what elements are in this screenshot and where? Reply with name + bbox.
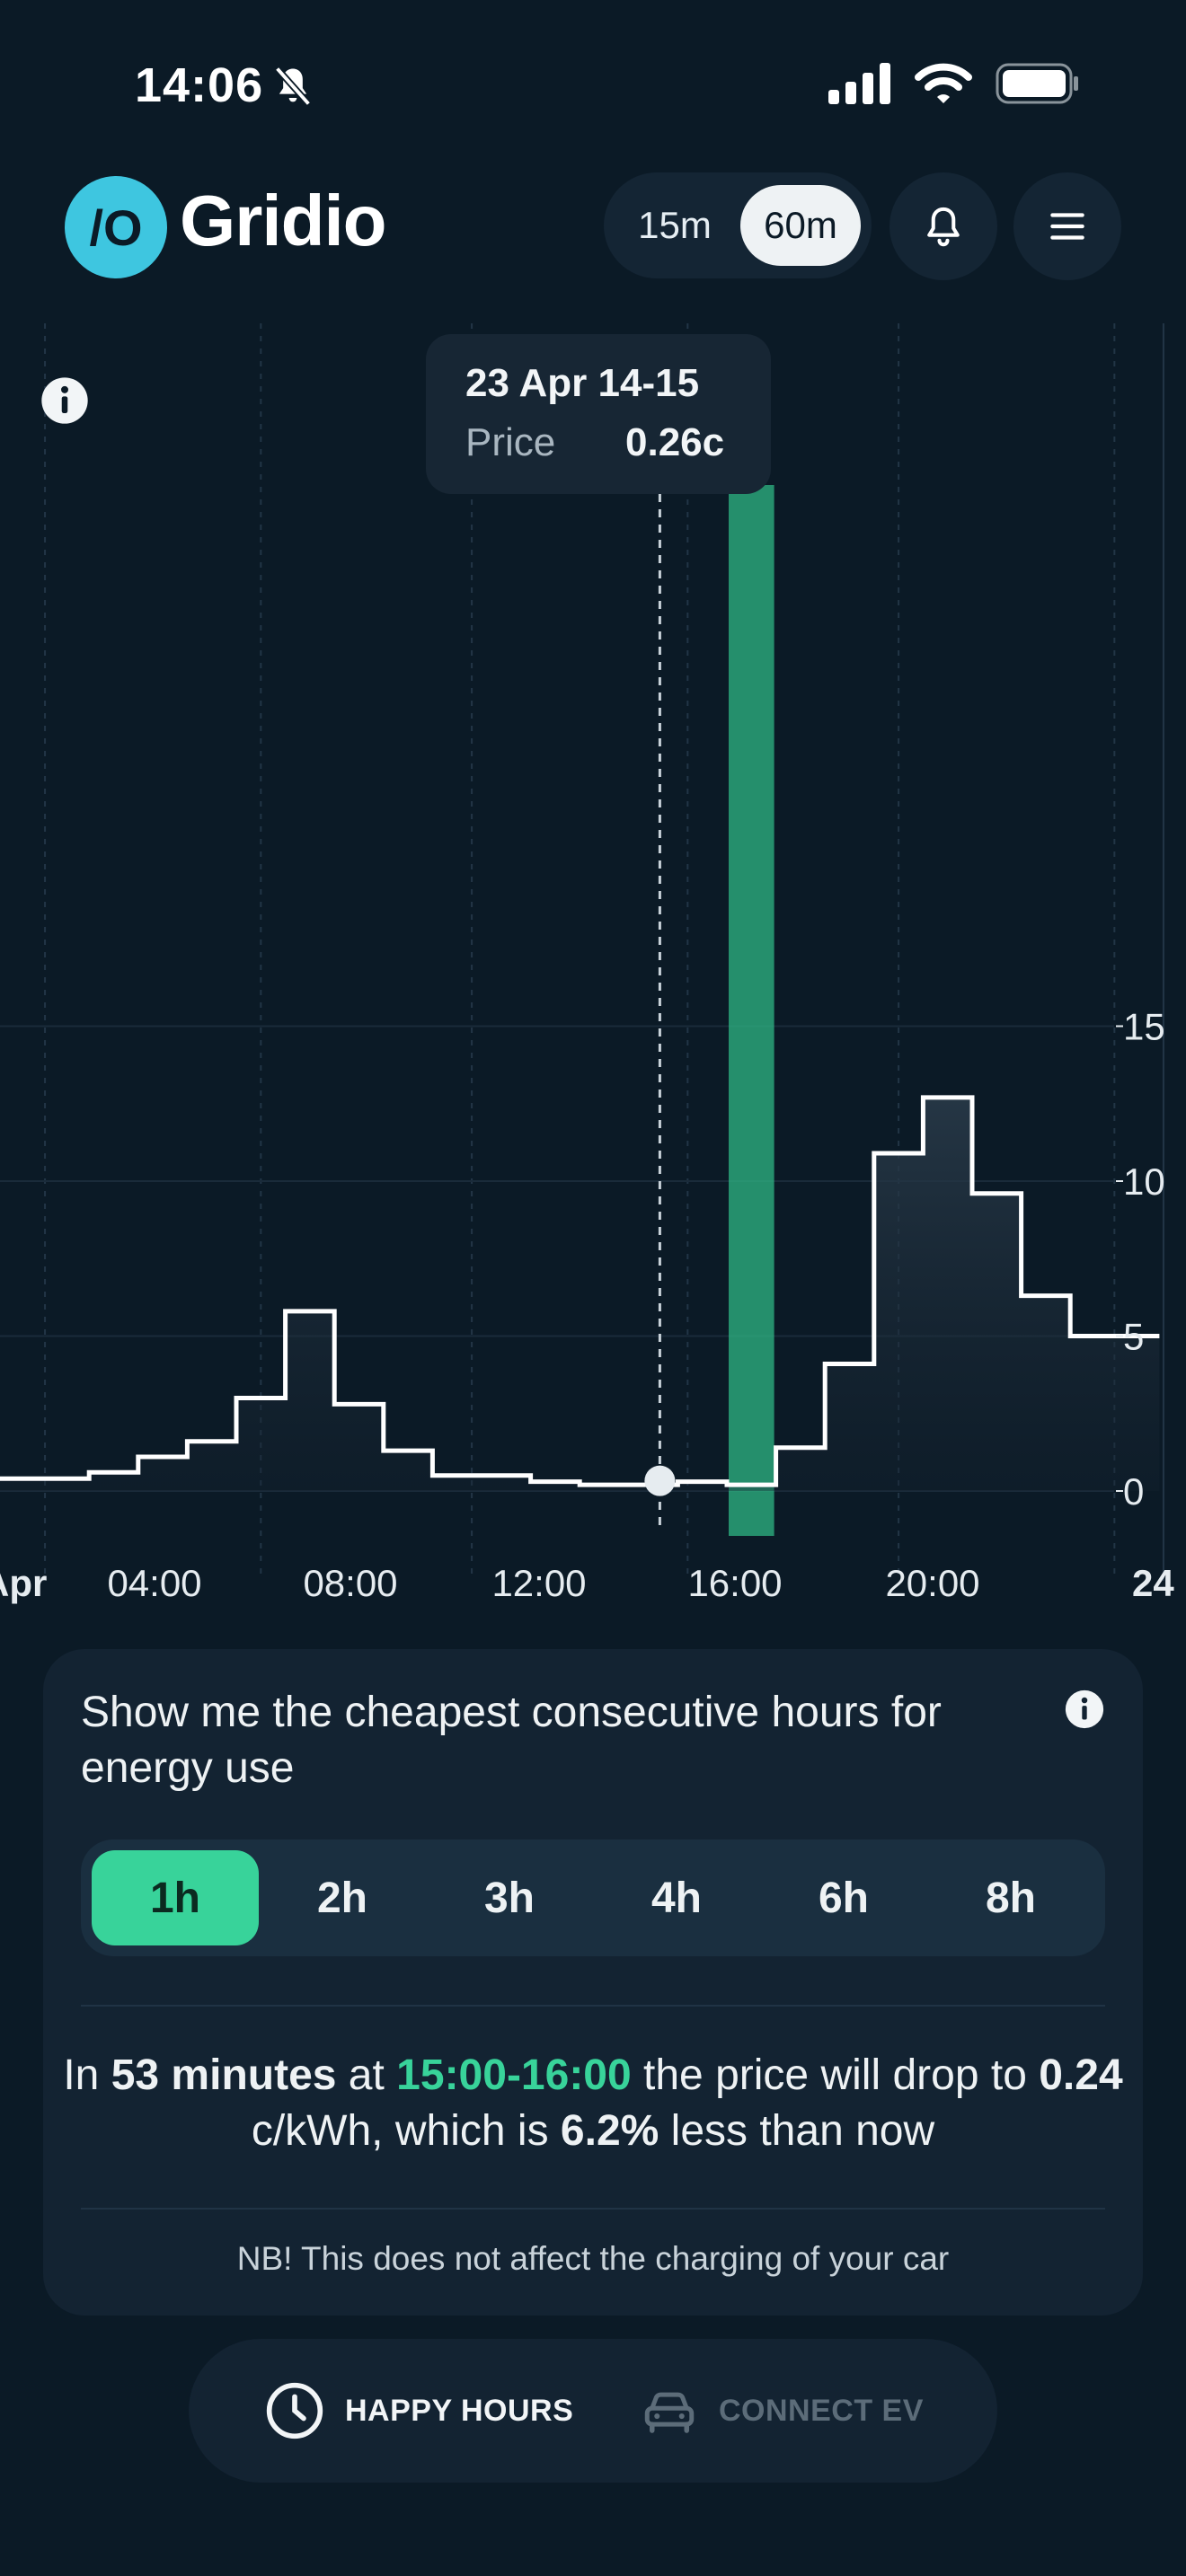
msg-text: the price will drop to — [631, 2051, 1040, 2099]
duration-6h-option[interactable]: 6h — [818, 1874, 869, 1922]
x-tick-label: 12:00 — [491, 1562, 586, 1604]
msg-price: 0.24 — [1039, 2051, 1123, 2099]
msg-text: In — [63, 2051, 111, 2099]
gridio-logo-icon: /O — [65, 176, 167, 278]
resolution-60m-option[interactable]: 60m — [740, 185, 861, 266]
duration-selector: 1h 2h 3h 4h 6h 8h — [81, 1839, 1105, 1956]
charging-note: NB! This does not affect the charging of… — [236, 2240, 950, 2277]
msg-time-window: 15:00-16:00 — [396, 2051, 632, 2099]
bell-icon — [927, 207, 960, 247]
nav-happy-hours[interactable]: HAPPY HOURS — [264, 2339, 573, 2483]
battery-icon — [996, 63, 1078, 104]
y-tick-label: 0 — [1123, 1470, 1144, 1513]
x-tick-label: 04:00 — [107, 1562, 201, 1604]
duration-3h-option[interactable]: 3h — [483, 1874, 535, 1922]
msg-minutes: 53 minutes — [111, 2051, 337, 2099]
chart-cursor-dot[interactable] — [644, 1465, 676, 1496]
notifications-button[interactable] — [890, 172, 997, 280]
tooltip-price-label: Price — [465, 420, 556, 464]
msg-text: less than now — [659, 2107, 935, 2155]
resolution-15m-option[interactable]: 15m — [638, 204, 712, 246]
resolution-toggle: 15m 60m — [604, 172, 872, 278]
x-tick-label: 20:00 — [885, 1562, 979, 1604]
cheapest-hour-highlight — [729, 485, 774, 1536]
happy-hours-info-icon[interactable] — [1064, 1689, 1105, 1730]
price-chart[interactable]: 0 5 10 15 Apr 04:00 08:00 12:00 16:00 20:00 24 — [0, 323, 1186, 1617]
x-tick-label: 08:00 — [303, 1562, 397, 1604]
tooltip-price-value: 0.26c — [625, 420, 725, 464]
happy-hours-card: Show me the cheapest consecutive hours f… — [43, 1649, 1143, 2316]
card-divider — [81, 2208, 1105, 2210]
happy-hours-title: Show me the cheapest consecutive hours f… — [81, 1689, 942, 1792]
cellular-signal-icon — [828, 63, 890, 104]
silent-mode-icon — [274, 66, 312, 107]
x-tick-label: 16:00 — [687, 1562, 782, 1604]
clock-icon — [266, 2382, 323, 2439]
nav-connect-ev[interactable]: CONNECT EV — [640, 2339, 924, 2483]
price-drop-message: In 53 minutes at 15:00-16:00 the price w… — [61, 2048, 1125, 2159]
price-area — [0, 1097, 1160, 1491]
status-time: 14:06 — [135, 58, 264, 112]
tooltip-date: 23 Apr 14-15 — [465, 361, 700, 405]
x-tick-label: 24 — [1132, 1562, 1174, 1604]
app-name: Gridio — [180, 181, 387, 260]
msg-text: at — [336, 2051, 397, 2099]
hamburger-menu-icon — [1050, 213, 1084, 240]
y-tick-label: 15 — [1123, 1006, 1165, 1048]
duration-1h-option[interactable]: 1h — [92, 1850, 259, 1945]
duration-4h-option[interactable]: 4h — [651, 1874, 702, 1922]
x-tick-label: Apr — [0, 1562, 47, 1604]
nav-connect-ev-label: CONNECT EV — [719, 2393, 924, 2428]
msg-percent: 6.2% — [560, 2107, 659, 2155]
y-tick-label: 10 — [1123, 1160, 1165, 1203]
status-indicators — [828, 63, 1080, 104]
car-icon — [644, 2392, 695, 2433]
wifi-icon — [915, 63, 972, 103]
y-tick-label: 5 — [1123, 1316, 1144, 1358]
card-divider — [81, 2005, 1105, 2007]
price-line — [0, 1095, 1160, 1487]
msg-text: c/kWh, which is — [251, 2107, 561, 2155]
duration-8h-option[interactable]: 8h — [985, 1874, 1036, 1922]
chart-info-icon[interactable] — [40, 375, 90, 426]
nav-happy-hours-label: HAPPY HOURS — [345, 2393, 574, 2428]
duration-2h-option[interactable]: 2h — [316, 1874, 367, 1922]
menu-button[interactable] — [1013, 172, 1121, 280]
bottom-nav: HAPPY HOURS CONNECT EV — [189, 2339, 997, 2483]
chart-tooltip: 23 Apr 14-15 Price 0.26c — [426, 334, 771, 494]
